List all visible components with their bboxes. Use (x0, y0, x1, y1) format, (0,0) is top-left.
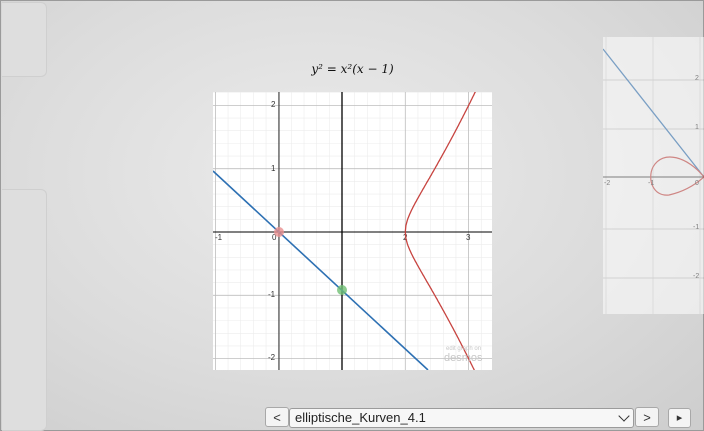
preview-line (602, 48, 704, 178)
curve-equation: y² = x²(x − 1) (311, 62, 394, 76)
elliptic-curve[interactable] (404, 23, 508, 431)
preview-y-tick: -1 (693, 224, 699, 231)
secant-line[interactable] (212, 170, 429, 371)
previous-slide-button[interactable]: < (265, 407, 289, 427)
intersection-point-red[interactable] (274, 227, 284, 237)
preview-y-tick: 2 (695, 75, 699, 82)
desmos-watermark-caption: edit graph on (446, 346, 481, 352)
y-tick-label: 1 (271, 164, 276, 173)
preview-x-tick: -2 (604, 180, 610, 187)
x-tick-label: 0 (272, 233, 277, 242)
next-slide-button[interactable]: > (635, 407, 659, 427)
intersection-point-green[interactable] (337, 285, 347, 295)
x-tick-label: 3 (466, 233, 471, 242)
graph-canvas[interactable]: -1 0 2 3 2 1 -1 -2 edit graph on desmos (212, 23, 508, 431)
major-gridlines (213, 92, 492, 370)
previous-arrow-icon: < (273, 410, 281, 425)
next-slide-preview[interactable]: -2 -1 0 2 1 -1 -2 (602, 37, 704, 314)
y-tick-label: -2 (268, 353, 276, 362)
chevron-down-icon (618, 410, 630, 422)
next-arrow-icon: > (643, 410, 651, 425)
slide-select[interactable]: elliptische_Kurven_4.1 (289, 408, 634, 428)
y-tick-label: -1 (268, 290, 276, 299)
preview-y-tick: -2 (693, 273, 699, 280)
graph-panel[interactable]: -1 0 2 3 2 1 -1 -2 edit graph on desmos (212, 23, 508, 431)
preview-x-tick: 0 (695, 180, 699, 187)
preview-graph: -2 -1 0 2 1 -1 -2 (602, 37, 704, 314)
preview-gridlines (603, 37, 704, 314)
previous-slide-card[interactable] (2, 189, 47, 431)
x-tick-label: -1 (215, 233, 223, 242)
desmos-watermark-logo: desmos (444, 352, 483, 364)
previous-slide-thumbnail[interactable] (2, 2, 47, 77)
y-tick-label: 2 (271, 100, 276, 109)
minor-gridlines (213, 92, 492, 370)
slide-select-value: elliptische_Kurven_4.1 (295, 410, 426, 425)
play-button[interactable]: ▸ (668, 408, 691, 428)
play-icon: ▸ (676, 412, 683, 424)
preview-x-tick: -1 (648, 180, 654, 187)
preview-y-tick: 1 (695, 124, 699, 131)
preview-curve (650, 156, 704, 196)
